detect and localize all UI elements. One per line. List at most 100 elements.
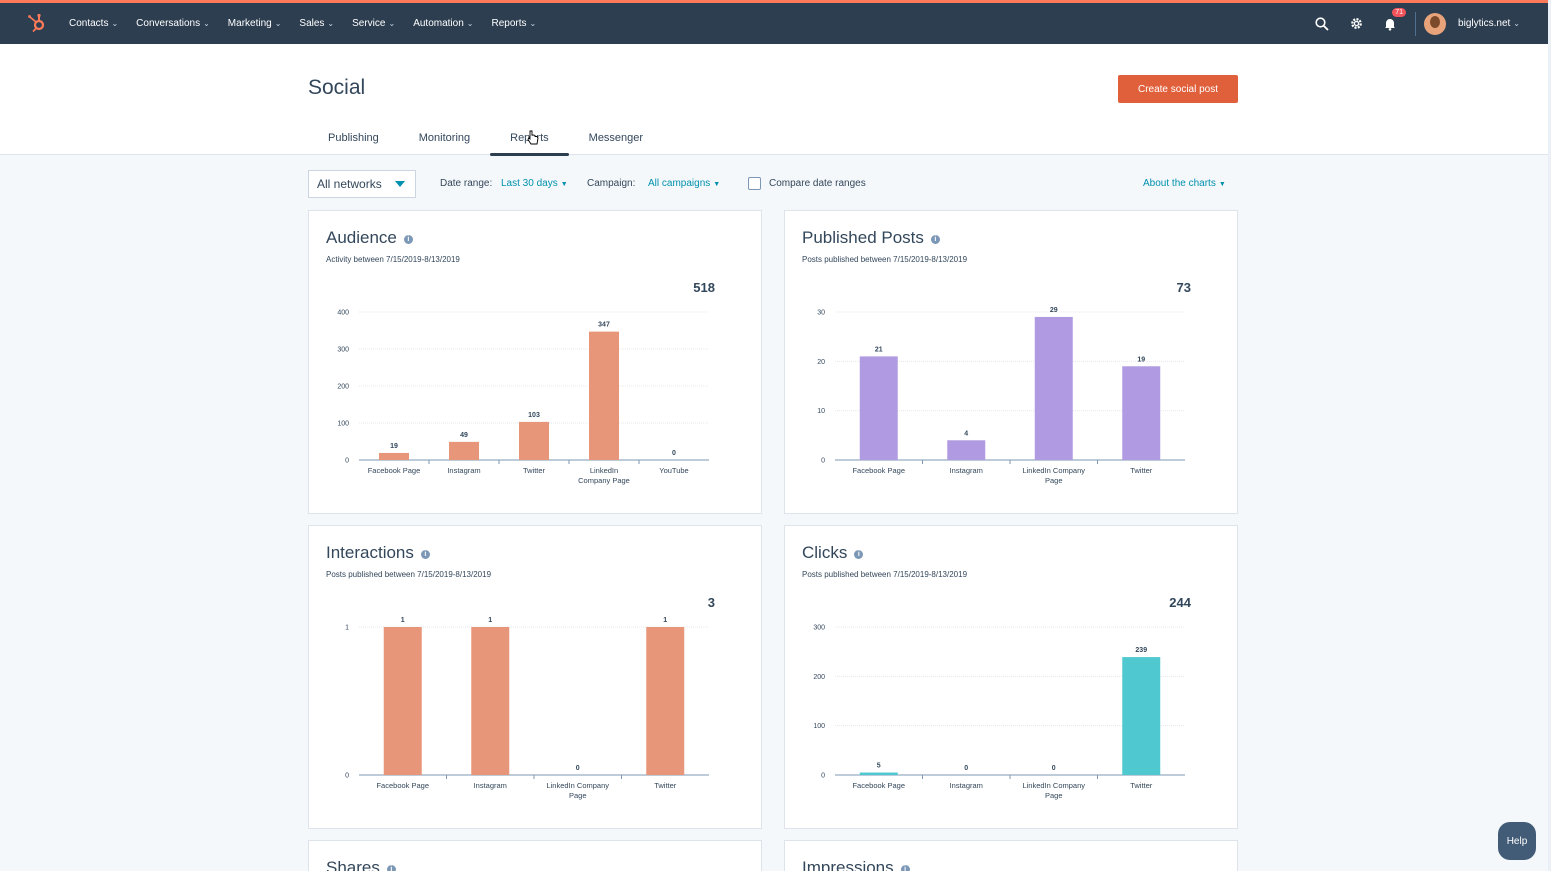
bar[interactable] [1122,657,1161,775]
nav-service[interactable]: Service ⌄ [352,18,395,29]
info-icon[interactable]: i [854,550,864,559]
impressions-card: Impressions i [784,840,1238,871]
bar-value-label: 21 [875,346,883,353]
x-category-label: LinkedIn Company [1022,466,1085,475]
published-posts-bar-chart: 0 10 20 30 21 Facebook Page 4 Instagram 29 Linked… [817,307,1185,485]
network-select-value: All networks [317,177,382,191]
x-category-label: Company Page [578,476,630,485]
campaign-dropdown[interactable]: All campaigns ▼ [648,178,720,189]
bar[interactable] [947,440,986,460]
bar[interactable] [589,331,619,460]
shares-card: Shares i [308,840,762,871]
bar-value-label: 347 [598,322,610,329]
notifications-bell-icon[interactable]: 71 [1380,7,1407,34]
card-title-text: Impressions [802,858,894,871]
nav-conversations[interactable]: Conversations ⌄ [136,18,210,29]
info-icon[interactable]: i [386,865,396,871]
tab-bar: Publishing Monitoring Reports Messenger [308,126,663,156]
nav-label: Service [352,18,386,29]
bar[interactable] [1034,316,1073,460]
chevron-down-icon: ⌄ [529,19,537,28]
info-icon[interactable]: i [930,235,940,244]
nav-divider [1415,11,1417,36]
date-range-value: Last 30 days [501,178,558,189]
y-tick-label: 0 [345,773,349,780]
help-button[interactable]: Help [1498,822,1536,860]
y-tick-label: 300 [337,347,349,354]
x-category-label: Page [1045,476,1063,485]
x-category-label: Facebook Page [852,781,905,790]
account-menu[interactable]: biglytics.net ⌄ [1458,18,1520,29]
compare-date-ranges-checkbox[interactable] [748,177,761,190]
top-navigation: Contacts ⌄ Conversations ⌄ Marketing ⌄ Sale… [0,0,1548,44]
nav-contacts[interactable]: Contacts ⌄ [69,18,118,29]
nav-sales[interactable]: Sales ⌄ [299,18,334,29]
bar[interactable] [471,627,510,775]
chevron-down-icon: ⌄ [466,19,474,28]
page-title: Social [308,76,366,99]
x-category-label: YouTube [659,466,688,475]
chevron-down-icon: ⌄ [111,19,119,28]
page-header: Social Create social post Publishing Mon… [0,44,1548,156]
info-icon[interactable]: i [403,235,413,244]
interactions-bar-chart: 0 1 1 Facebook Page 1 Instagram 0 LinkedIn Comp… [345,617,709,800]
nav-reports[interactable]: Reports ⌄ [491,18,536,29]
bar[interactable] [646,627,685,775]
x-category-label: Instagram [950,781,983,790]
bar[interactable] [859,772,898,775]
tab-publishing[interactable]: Publishing [328,132,379,144]
x-category-label: Page [569,791,587,800]
compare-date-ranges-label: Compare date ranges [769,178,866,189]
y-tick-label: 30 [817,310,825,317]
card-total: 73 [1176,280,1191,295]
y-tick-label: 20 [817,359,825,366]
caret-down-icon: ▼ [713,181,721,188]
audience-bar-chart: 0 100 200 300 400 19 Facebook Page 49 Instagram 1… [337,310,709,485]
bar-value-label: 19 [1137,356,1145,363]
create-social-post-button[interactable]: Create social post [1118,75,1238,103]
x-category-label: Twitter [523,466,546,475]
bar[interactable] [383,627,422,775]
bar-value-label: 49 [460,432,468,439]
tab-reports[interactable]: Reports [490,126,569,156]
info-icon[interactable]: i [900,865,910,871]
card-title: Clicks i [802,543,864,563]
chevron-down-icon: ⌄ [203,19,210,28]
avatar[interactable] [1424,12,1447,35]
bar-value-label: 5 [877,763,881,770]
page-scrollbar[interactable] [1548,0,1551,871]
card-title: Published Posts i [802,228,940,248]
x-category-label: LinkedIn Company [1022,781,1085,790]
card-total: 244 [1169,595,1191,610]
tab-monitoring[interactable]: Monitoring [418,132,471,144]
bar[interactable] [1122,366,1161,460]
notification-count-badge: 71 [1392,7,1407,17]
date-range-label: Date range: [440,178,493,189]
gear-icon[interactable] [1346,14,1366,34]
date-range-dropdown[interactable]: Last 30 days ▼ [501,178,568,189]
search-icon[interactable] [1312,14,1332,34]
card-subtitle: Posts published between 7/15/2019-8/13/2… [326,570,492,579]
nav-label: Sales [299,18,325,29]
x-category-label: LinkedIn [590,466,618,475]
caret-down-icon [395,181,405,187]
bar[interactable] [379,452,409,460]
card-title: Impressions i [802,858,910,871]
bar[interactable] [519,421,549,460]
hubspot-logo-icon[interactable] [26,12,48,34]
network-select[interactable]: All networks [308,170,416,198]
tab-messenger[interactable]: Messenger [588,132,644,144]
card-total: 518 [693,280,715,295]
filter-bar: All networks Date range: Last 30 days ▼ C… [308,170,1238,200]
chevron-down-icon: ⌄ [274,19,282,28]
bar[interactable] [859,356,898,460]
info-icon[interactable]: i [420,550,430,559]
about-the-charts-dropdown[interactable]: About the charts ▼ [1143,178,1226,189]
nav-marketing[interactable]: Marketing ⌄ [228,18,282,29]
nav-automation[interactable]: Automation ⌄ [413,18,473,29]
y-tick-label: 100 [813,723,825,730]
bar[interactable] [449,441,479,460]
y-tick-label: 100 [337,421,349,428]
card-title: Audience i [326,228,413,248]
card-title: Interactions i [326,543,430,563]
